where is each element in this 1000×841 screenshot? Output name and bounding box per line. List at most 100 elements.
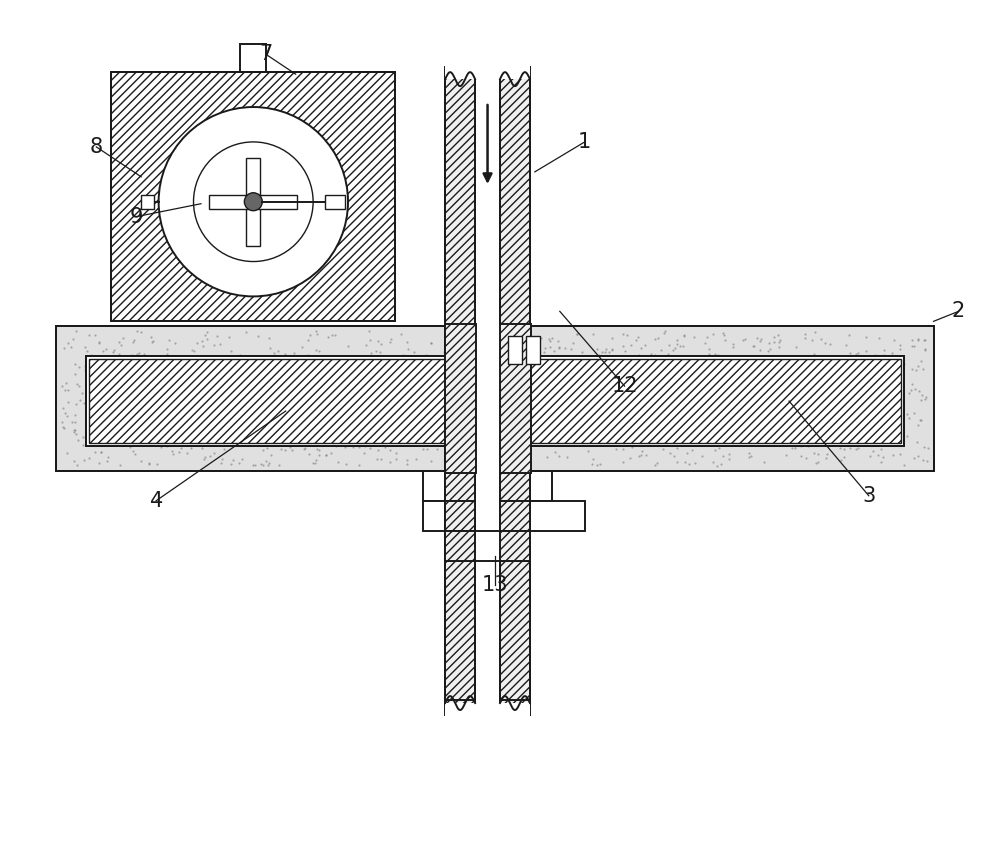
Point: [446, 386, 462, 399]
Point: [844, 360, 860, 373]
Point: [594, 419, 610, 432]
Point: [405, 368, 421, 382]
Point: [527, 380, 543, 394]
Point: [232, 361, 248, 374]
Point: [675, 339, 691, 352]
Point: [159, 440, 175, 453]
Point: [751, 358, 767, 372]
Point: [126, 333, 142, 346]
Point: [289, 405, 305, 419]
Point: [858, 331, 874, 344]
Point: [410, 379, 426, 393]
Point: [146, 400, 162, 414]
Point: [409, 405, 425, 418]
Point: [144, 336, 160, 349]
Point: [557, 373, 573, 387]
Point: [597, 346, 613, 359]
Point: [283, 431, 299, 445]
Point: [862, 418, 878, 431]
Point: [124, 436, 140, 449]
Point: [799, 351, 815, 364]
Point: [71, 379, 87, 393]
Point: [861, 365, 877, 378]
Point: [462, 442, 478, 456]
Point: [294, 368, 310, 381]
Circle shape: [194, 142, 313, 262]
Point: [472, 392, 488, 405]
Point: [856, 394, 872, 408]
Point: [57, 383, 73, 396]
Point: [68, 427, 84, 441]
Point: [906, 452, 922, 465]
Point: [531, 369, 547, 383]
Point: [95, 408, 111, 421]
Point: [536, 362, 552, 376]
Point: [309, 414, 325, 427]
Point: [569, 327, 585, 341]
Point: [464, 345, 480, 358]
Bar: [445, 531, 475, 561]
Point: [737, 349, 753, 362]
Point: [622, 349, 638, 362]
Point: [638, 379, 654, 393]
Point: [334, 403, 350, 416]
Point: [446, 400, 462, 414]
Point: [709, 429, 725, 442]
Point: [785, 389, 801, 402]
Point: [524, 341, 540, 354]
Point: [865, 421, 881, 435]
Point: [848, 442, 864, 456]
Point: [504, 389, 520, 403]
Point: [83, 348, 99, 362]
Point: [875, 450, 891, 463]
Point: [67, 424, 83, 437]
Point: [150, 349, 166, 362]
Point: [895, 360, 911, 373]
Point: [81, 426, 97, 440]
Point: [550, 433, 566, 447]
Point: [797, 331, 813, 345]
Point: [592, 458, 608, 471]
Point: [560, 357, 576, 371]
Point: [255, 389, 271, 402]
Point: [666, 357, 682, 371]
Point: [398, 425, 414, 438]
Point: [862, 405, 878, 418]
Point: [209, 427, 225, 441]
Bar: [423, 471, 445, 500]
Point: [403, 368, 419, 382]
Point: [670, 354, 686, 368]
Point: [543, 410, 559, 423]
Point: [871, 364, 887, 378]
Point: [631, 450, 647, 463]
Point: [597, 377, 613, 390]
Bar: [475, 325, 500, 473]
Point: [423, 364, 439, 378]
Bar: [500, 325, 531, 473]
Point: [344, 378, 360, 391]
Point: [811, 402, 827, 415]
Point: [191, 351, 207, 364]
Point: [517, 417, 533, 431]
Point: [788, 412, 804, 426]
Point: [555, 364, 571, 378]
Point: [302, 349, 318, 362]
Point: [372, 346, 388, 359]
Point: [373, 337, 389, 351]
Point: [619, 329, 635, 342]
Point: [157, 416, 173, 430]
Point: [262, 419, 278, 432]
Point: [126, 417, 142, 431]
Point: [584, 458, 600, 471]
Point: [699, 373, 715, 387]
Point: [305, 456, 321, 469]
Point: [524, 336, 540, 349]
Point: [93, 445, 109, 458]
Point: [473, 333, 489, 346]
Point: [534, 363, 550, 377]
Point: [544, 331, 560, 345]
Point: [877, 362, 893, 376]
Point: [326, 370, 342, 383]
Text: 2: 2: [952, 301, 965, 321]
Bar: [500, 67, 530, 715]
